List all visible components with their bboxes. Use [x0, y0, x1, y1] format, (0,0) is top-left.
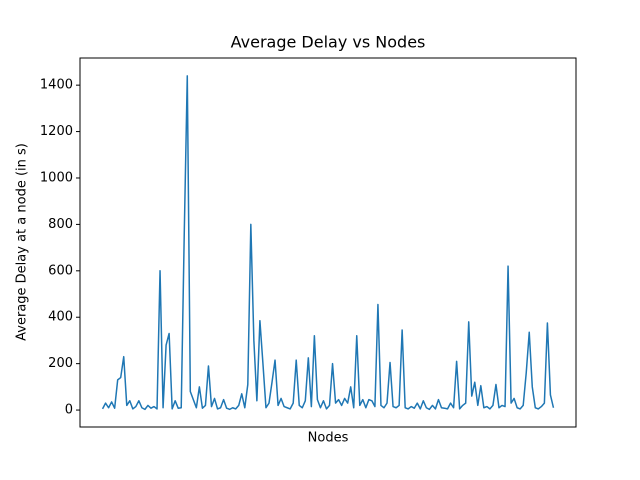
y-tick-label: 1400 — [40, 78, 73, 93]
y-tick-label: 400 — [48, 310, 73, 325]
plot-frame — [79, 57, 577, 428]
y-tick-label: 1000 — [40, 170, 73, 185]
x-axis-label: Nodes — [308, 431, 349, 446]
data-line — [101, 75, 555, 411]
y-tick-label: 0 — [65, 403, 73, 418]
y-tick-label: 600 — [48, 263, 73, 278]
y-tick-label: 1200 — [40, 124, 73, 139]
y-tick-label: 800 — [48, 217, 73, 232]
y-axis-label: Average Delay at a node (in s) — [15, 143, 30, 341]
y-tick-label: 200 — [48, 356, 73, 371]
chart-title: Average Delay vs Nodes — [231, 33, 426, 52]
